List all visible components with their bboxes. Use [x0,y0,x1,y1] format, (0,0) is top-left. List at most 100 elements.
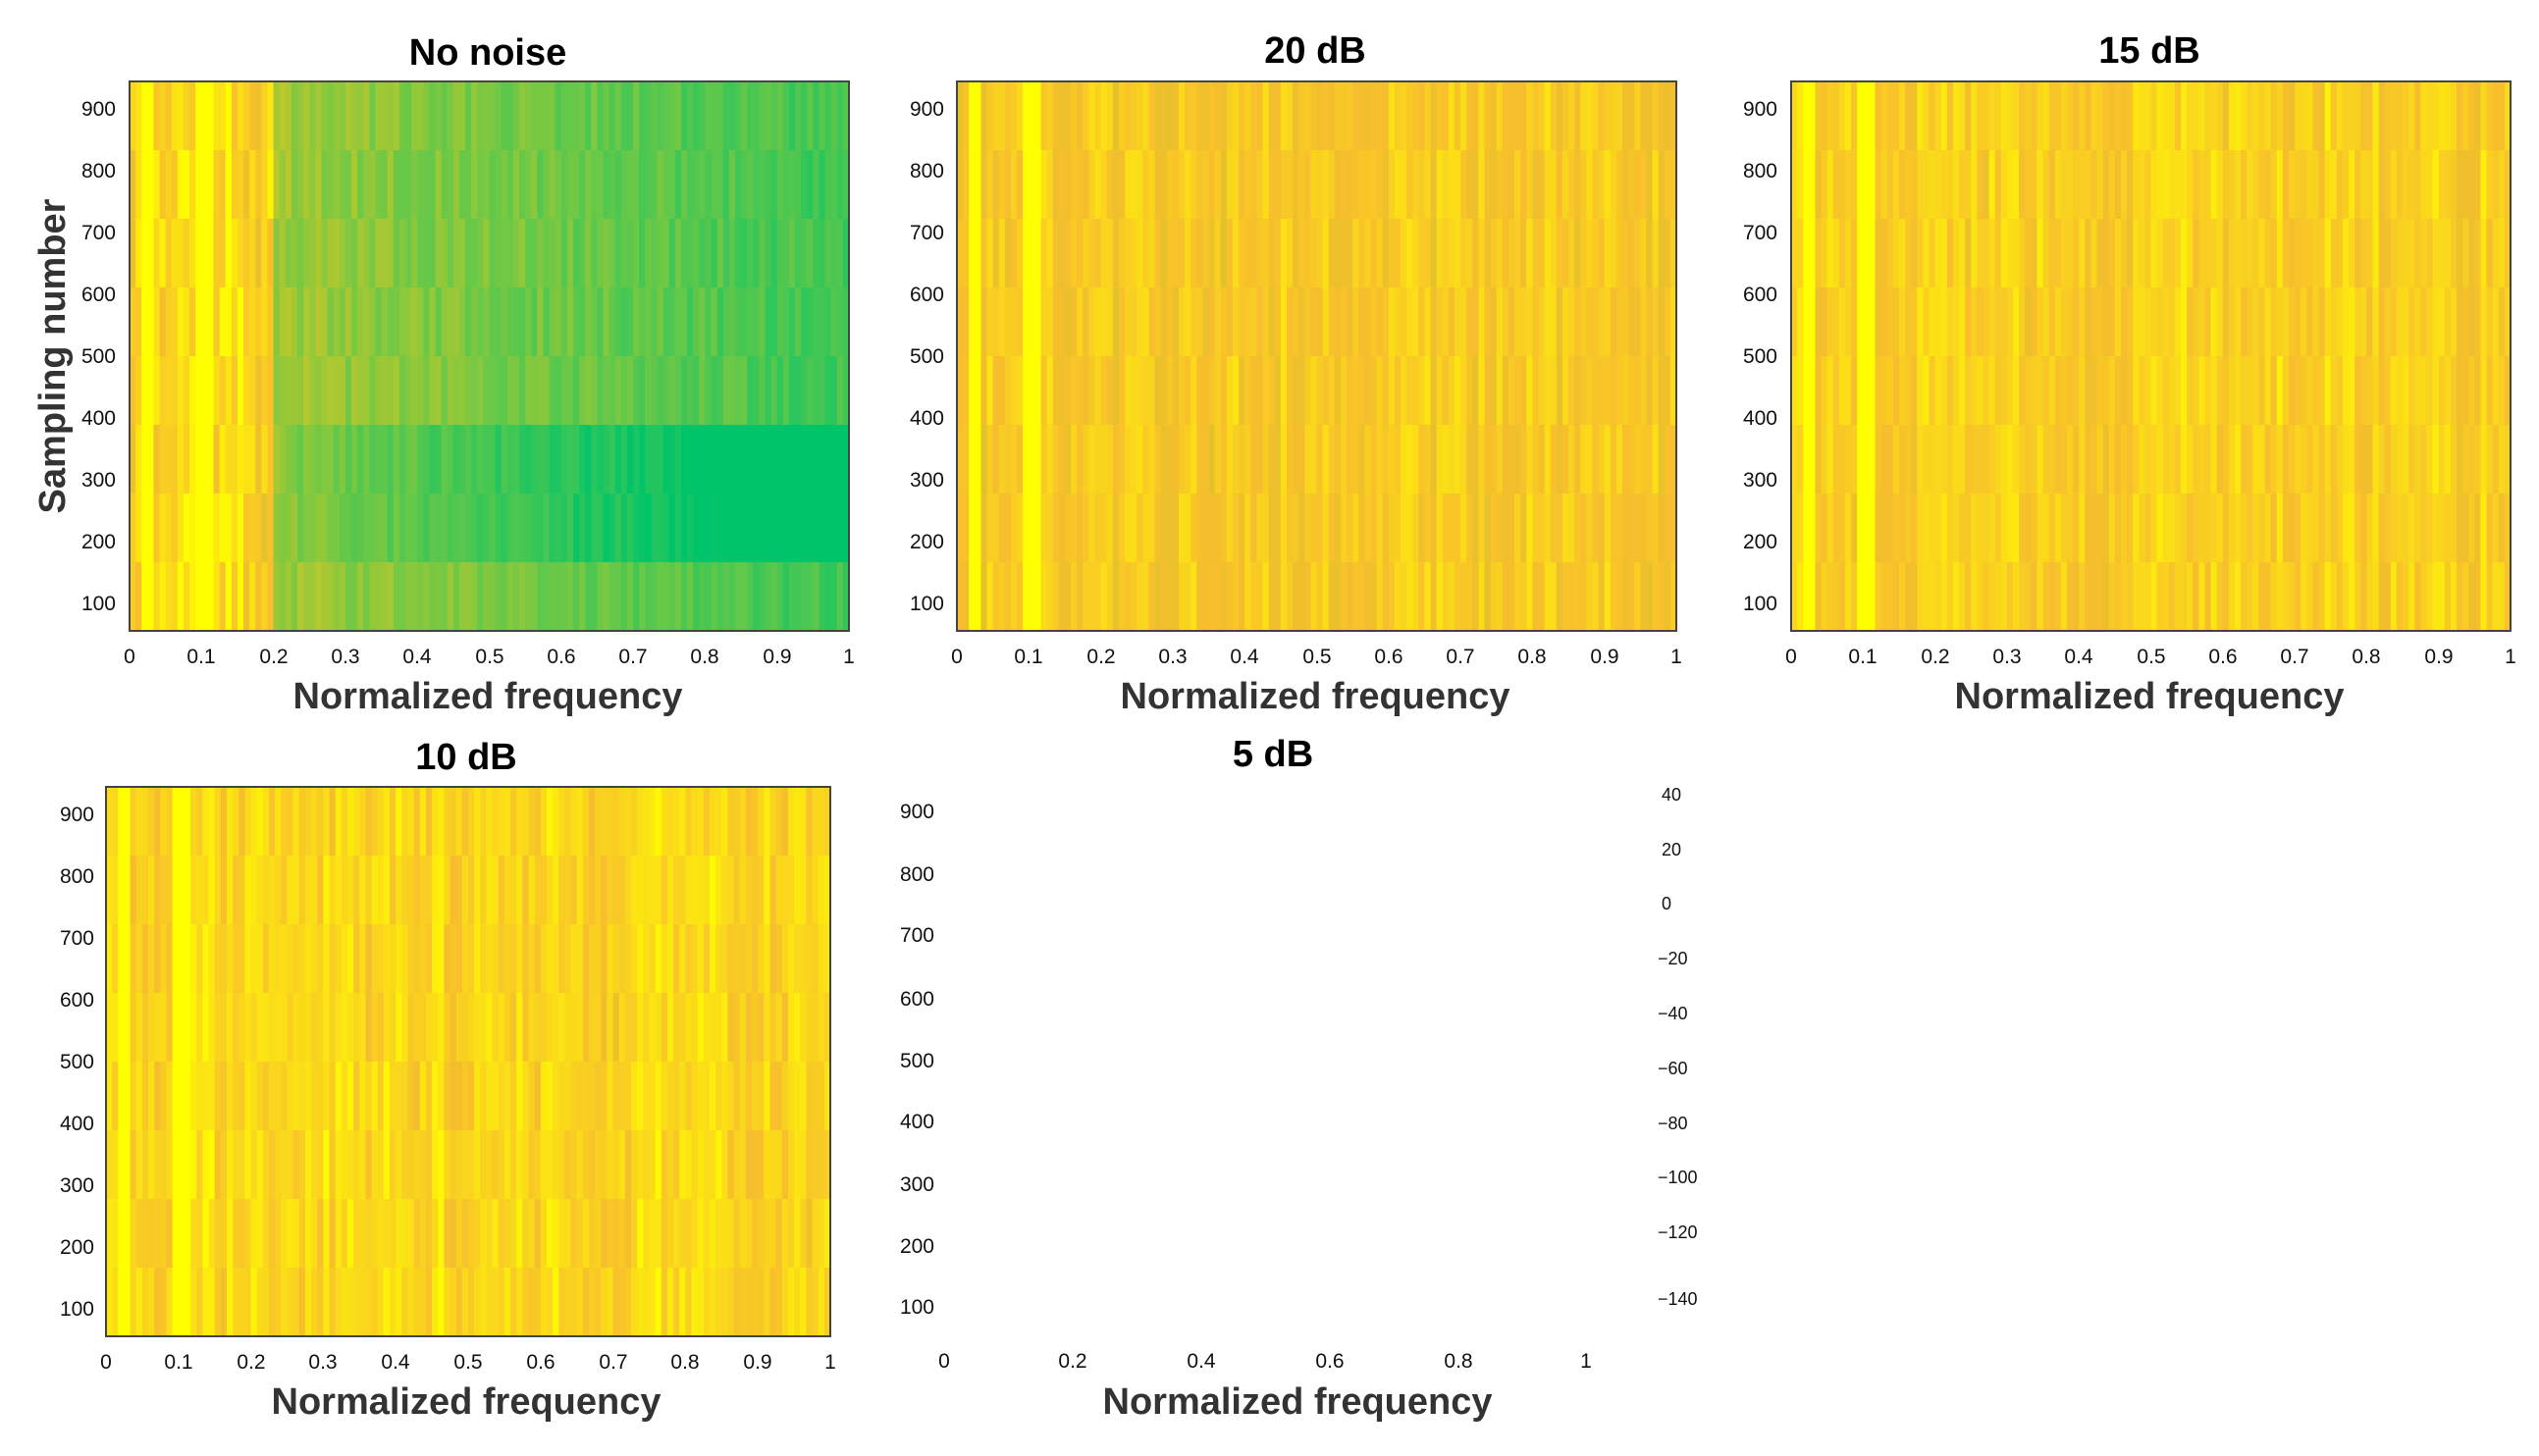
heatmap-cell [1803,356,1810,426]
heatmap-cell [1347,219,1353,288]
heatmap-cell [1640,494,1648,563]
heatmap-cell [1401,219,1407,288]
heatmap-cell [1316,150,1324,220]
heatmap-cell [1965,81,1972,151]
heatmap-cell [795,150,802,220]
heatmap-cell [1946,425,1954,494]
heatmap-cell [1401,150,1407,220]
heatmap-cell [281,1130,289,1200]
heatmap-cell [2000,81,2008,151]
heatmap-cell [159,219,167,288]
heatmap-cell [734,562,742,632]
heatmap-cell [510,1199,517,1269]
heatmap-cell [2276,219,2284,288]
heatmap-cell [2438,356,2446,426]
heatmap-cell [441,494,449,563]
heatmap-cell [273,356,281,426]
x-tick-label: 0.4 [381,1351,410,1374]
heatmap-cell [1923,81,1931,151]
heatmap-cell [560,562,568,632]
heatmap-cell [1077,81,1084,151]
heatmap-cell [461,1130,469,1200]
heatmap-cell [1484,425,1492,494]
heatmap-cell [147,150,155,220]
heatmap-cell [177,494,185,563]
heatmap-cell [1550,287,1558,357]
heatmap-cell [1424,494,1432,563]
heatmap-cell [537,562,545,632]
heatmap-cell [1971,562,1978,632]
heatmap-cell [1448,494,1455,563]
heatmap-cell [564,1268,572,1337]
heatmap-cell [573,150,580,220]
heatmap-cell [591,562,599,632]
heatmap-cell [2193,287,2199,357]
heatmap-cell [537,81,545,151]
heatmap-cell [531,150,538,220]
heatmap-cell [1358,494,1365,563]
heatmap-cell [425,993,433,1063]
heatmap-cell [250,1199,258,1269]
heatmap-cell [262,924,270,994]
heatmap-cell [1293,150,1299,220]
heatmap-cell [1832,562,1840,632]
heatmap-cell [2054,562,2062,632]
heatmap-cell [1394,287,1402,357]
heatmap-cell [2301,494,2307,563]
heatmap-cell [1058,219,1066,288]
heatmap-cell [411,356,418,426]
x-tick-label: 0.3 [1158,646,1187,668]
heatmap-cell [1280,287,1288,357]
heatmap-cell [758,1199,765,1269]
heatmap-cell [471,287,478,357]
heatmap-cell [528,1062,536,1131]
heatmap-cell [639,425,646,494]
heatmap-cell [468,1062,475,1131]
heatmap-cell [2198,562,2206,632]
heatmap-cell [969,425,976,494]
heatmap-cell [2288,287,2296,357]
heatmap-cell [492,924,500,994]
heatmap-cell [1826,81,1834,151]
heatmap-cell [2181,219,2188,288]
heatmap-cell [183,219,190,288]
heatmap-cell [1994,494,2002,563]
heatmap-cell [597,81,605,151]
heatmap-cell [558,1062,565,1131]
heatmap-cell [564,1130,572,1200]
heatmap-cell [2457,219,2463,288]
heatmap-cell [1250,356,1258,426]
heatmap-cell [2306,81,2314,151]
heatmap-cell [435,494,443,563]
heatmap-cell [2102,494,2110,563]
heatmap-cell [2360,425,2367,494]
heatmap-cell [407,924,415,994]
heatmap-cell [213,287,221,357]
heatmap-cell [2258,494,2266,563]
heatmap-cell [519,425,526,494]
heatmap-cell [2162,562,2170,632]
heatmap-cell [741,425,748,494]
heatmap-cell [2258,81,2266,151]
heatmap-cell [387,356,395,426]
heatmap-cell [1142,219,1150,288]
heatmap-cell [1058,287,1066,357]
heatmap-cell [1988,219,1996,288]
heatmap-cell [1940,562,1948,632]
heatmap-cell [673,993,680,1063]
heatmap-cell [842,494,850,563]
heatmap-cell [2396,494,2404,563]
heatmap-cell [1634,81,1641,151]
heatmap-cell [1058,562,1066,632]
heatmap-cell [1185,425,1191,494]
heatmap-cell [1328,494,1336,563]
heatmap-cell [657,562,664,632]
heatmap-cell [728,219,736,288]
heatmap-cells [106,787,831,1337]
heatmap-cell [298,1062,306,1131]
heatmap-cell [1496,562,1504,632]
heatmap-cell [525,150,532,220]
heatmap-cell [747,219,754,288]
heatmap-cell [2396,219,2404,288]
heatmap-cell [1376,81,1384,151]
